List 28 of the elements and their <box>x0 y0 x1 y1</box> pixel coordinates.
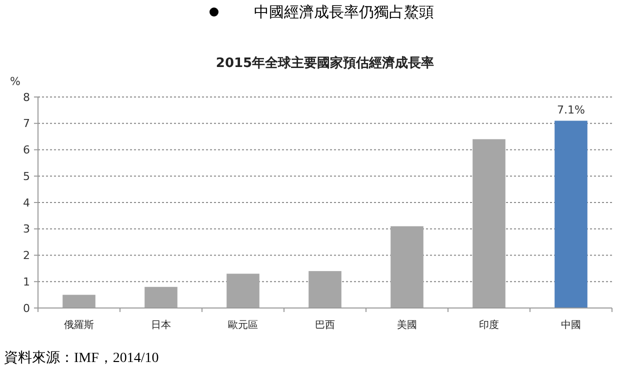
x-tick-label: 巴西 <box>315 320 335 331</box>
chart-title: 中國經濟成長率仍獨占鰲頭 <box>254 4 434 21</box>
bar <box>144 286 178 308</box>
y-tick-label: 4 <box>23 196 30 210</box>
bar <box>62 294 96 308</box>
y-tick-label: 2 <box>23 249 30 262</box>
y-tick-label: 8 <box>23 90 30 104</box>
x-tick-label: 美國 <box>397 319 417 331</box>
x-tick-label: 歐元區 <box>228 320 258 331</box>
bar <box>554 120 588 308</box>
data-label: 7.1% <box>557 104 585 117</box>
source-note: 資料來源：IMF，2014/10 <box>4 350 159 366</box>
bar <box>226 274 260 308</box>
x-tick-label: 日本 <box>151 319 171 331</box>
chart-subtitle: 2015年全球主要國家預估經濟成長率 <box>216 55 434 71</box>
x-tick-label: 中國 <box>561 319 581 331</box>
y-tick-label: 1 <box>23 275 30 288</box>
x-tick-label: 俄羅斯 <box>64 319 94 331</box>
y-tick-label: 0 <box>23 302 30 315</box>
y-tick-label: 5 <box>23 170 30 183</box>
y-tick-label: 6 <box>23 144 30 157</box>
y-tick-label: 3 <box>23 222 30 236</box>
bar <box>308 271 342 308</box>
y-tick-label: 7 <box>23 117 30 130</box>
y-axis-title: % <box>10 75 20 88</box>
bar <box>390 226 424 308</box>
x-tick-label: 印度 <box>479 319 499 331</box>
bar <box>472 139 506 308</box>
